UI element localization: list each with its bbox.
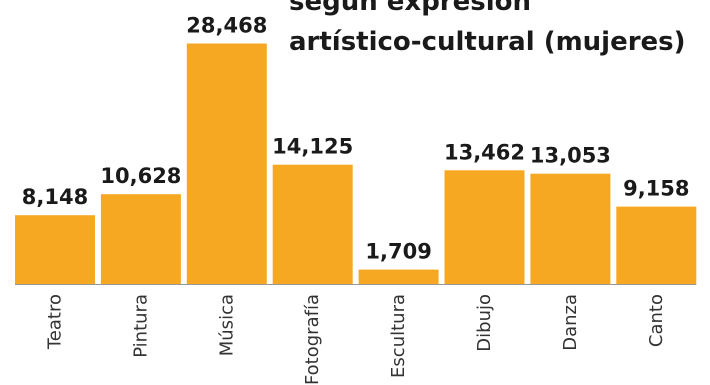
value-label-pintura: 10,628 xyxy=(100,164,181,188)
bar-musica xyxy=(186,43,267,284)
category-label-fotografia: Fotografía xyxy=(302,294,323,385)
bars-group xyxy=(15,43,697,284)
value-label-teatro: 8,148 xyxy=(22,185,88,209)
category-label-musica: Música xyxy=(216,294,237,356)
bar-danza xyxy=(530,173,611,284)
chart-title-line-1: según expresión xyxy=(289,0,532,17)
category-label-dibujo: Dibujo xyxy=(474,294,495,352)
category-label-canto: Canto xyxy=(646,294,667,347)
category-label-danza: Danza xyxy=(560,294,581,351)
category-labels-group: Teatro Pintura Música Fotografía Escultura Di… xyxy=(45,294,667,385)
value-label-canto: 9,158 xyxy=(623,177,689,201)
bar-fotografia xyxy=(272,164,353,284)
bar-pintura xyxy=(100,194,181,284)
value-label-dibujo: 13,462 xyxy=(444,140,525,164)
category-label-escultura: Escultura xyxy=(388,294,409,378)
chart-title-line-2: artístico-cultural (mujeres) xyxy=(289,27,686,57)
bar-teatro xyxy=(15,215,95,284)
value-label-musica: 28,468 xyxy=(186,14,267,38)
bar-canto xyxy=(616,206,697,284)
category-label-pintura: Pintura xyxy=(130,294,151,358)
value-labels-group: 8,148 10,628 28,468 14,125 1,709 13,462 13,053… xyxy=(22,14,690,264)
bar-dibujo xyxy=(444,170,525,284)
value-label-danza: 13,053 xyxy=(530,144,611,168)
bar-escultura xyxy=(358,269,439,284)
category-label-teatro: Teatro xyxy=(45,294,66,350)
value-label-escultura: 1,709 xyxy=(365,240,431,264)
value-label-fotografia: 14,125 xyxy=(272,135,353,159)
